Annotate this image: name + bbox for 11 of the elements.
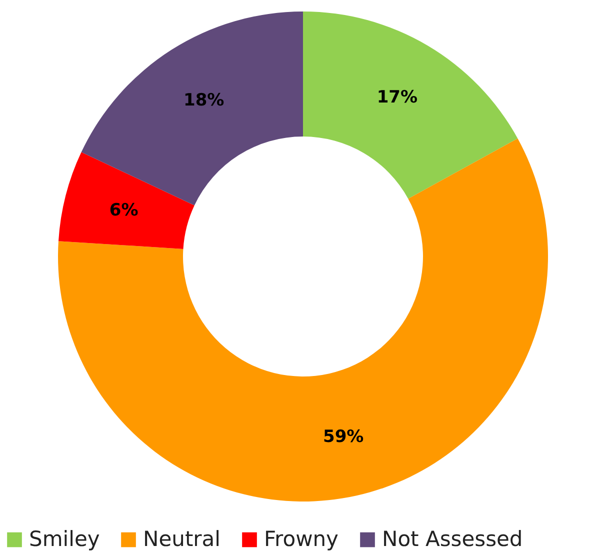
donut-slice — [58, 138, 548, 502]
legend-label: Not Assessed — [382, 526, 523, 551]
legend-label: Neutral — [143, 526, 221, 551]
donut-slice — [303, 12, 518, 199]
donut-slice — [58, 152, 194, 249]
data-label: 17% — [376, 87, 418, 108]
data-label: 6% — [109, 200, 138, 220]
legend-label: Smiley — [29, 526, 100, 551]
data-label: 59% — [323, 427, 364, 448]
legend-label: Frowny — [264, 526, 338, 551]
data-label: 18% — [184, 90, 224, 110]
